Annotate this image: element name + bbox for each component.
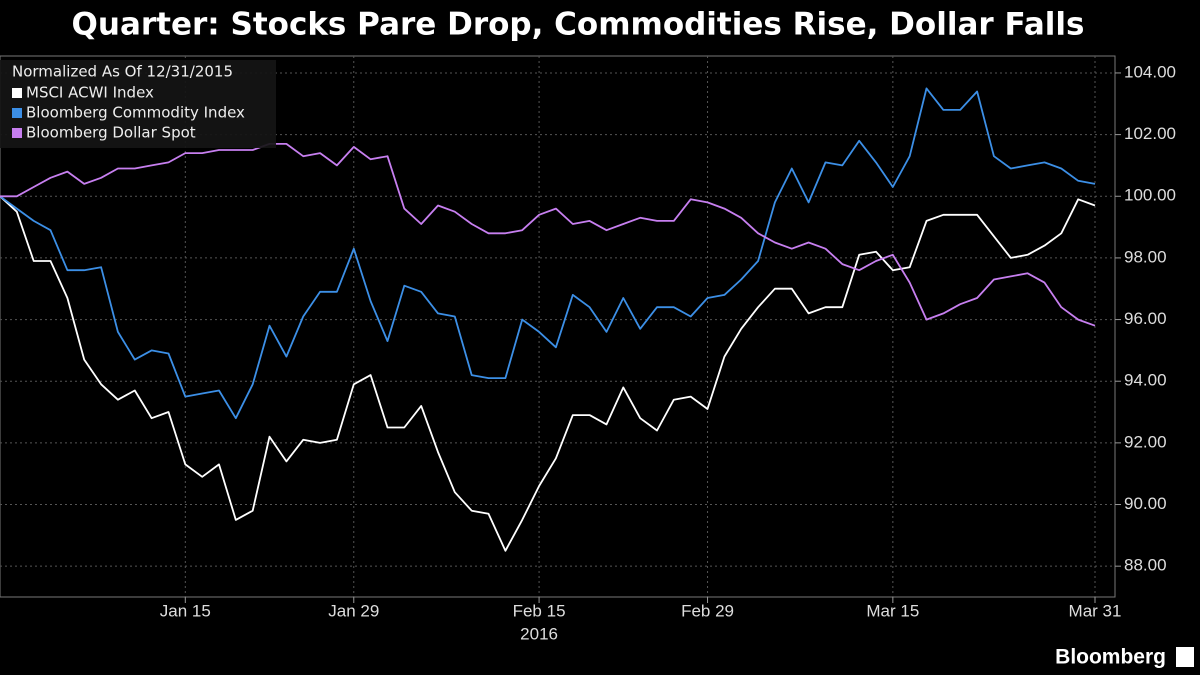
legend-box bbox=[0, 60, 276, 148]
x-tick-label: Jan 29 bbox=[328, 601, 379, 620]
plot-frame bbox=[0, 55, 1116, 598]
legend-swatch bbox=[12, 108, 22, 118]
y-tick-label: 104.00 bbox=[1124, 62, 1176, 81]
x-tick-label: Feb 29 bbox=[681, 601, 734, 620]
legend-swatch bbox=[12, 128, 22, 138]
series-line bbox=[0, 195, 1096, 552]
legend-label: Bloomberg Commodity Index bbox=[26, 104, 245, 122]
y-tick-label: 102.00 bbox=[1124, 124, 1176, 143]
source: Bloomberg bbox=[1055, 646, 1166, 669]
legend-title: Normalized As Of 12/31/2015 bbox=[12, 63, 233, 81]
x-axis-label: 2016 bbox=[520, 624, 558, 643]
x-tick-label: Jan 15 bbox=[160, 601, 211, 620]
legend-label: MSCI ACWI Index bbox=[26, 84, 154, 102]
y-tick-label: 90.00 bbox=[1124, 494, 1167, 513]
y-tick-label: 92.00 bbox=[1124, 432, 1167, 451]
series-line bbox=[0, 87, 1096, 420]
lines bbox=[0, 87, 1096, 552]
y-tick-label: 96.00 bbox=[1124, 309, 1167, 328]
y-tick-label: 88.00 bbox=[1124, 556, 1167, 575]
legend-swatch bbox=[12, 88, 22, 98]
logo bbox=[1176, 647, 1194, 667]
y-tick-label: 98.00 bbox=[1124, 247, 1167, 266]
x-tick-label: Feb 15 bbox=[513, 601, 566, 620]
y-tick-label: 94.00 bbox=[1124, 371, 1167, 390]
chart-title: Quarter: Stocks Pare Drop, Commodities R… bbox=[72, 7, 1085, 43]
x-tick-label: Mar 31 bbox=[1069, 601, 1122, 620]
legend: MSCI ACWI Index Bloomberg Commodity Index… bbox=[12, 84, 245, 142]
y-tick-label: 100.00 bbox=[1124, 186, 1176, 205]
series-line bbox=[0, 143, 1096, 327]
x-tick-label: Mar 15 bbox=[866, 601, 919, 620]
legend-label: Bloomberg Dollar Spot bbox=[26, 124, 196, 142]
